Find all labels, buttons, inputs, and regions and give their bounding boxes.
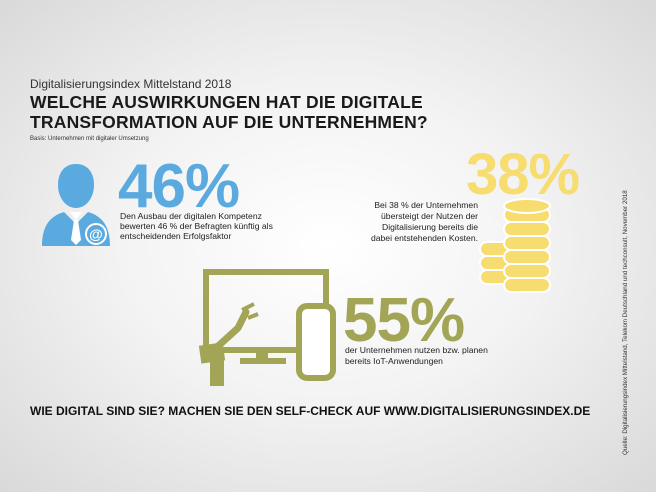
source-note: Quelle: Digitalisierungsindex Mittelstan…: [622, 190, 629, 455]
supertitle: Digitalisierungsindex Mittelstand 2018: [30, 77, 232, 91]
stat-value-38: 38%: [466, 142, 580, 207]
stat-text-46: Den Ausbau der digitalen Kompetenz bewer…: [120, 211, 273, 241]
stat-value-55: 55%: [343, 286, 465, 355]
page-title: WELCHE AUSWIRKUNGEN HAT DIE DIGITALE TRA…: [30, 92, 428, 132]
businessman-icon: @: [42, 164, 110, 246]
stat-text-55: der Unternehmen nutzen bzw. planen berei…: [345, 345, 488, 366]
iot-devices-icon: [198, 269, 336, 386]
coins-icon: [479, 198, 551, 293]
stat-text-38: Bei 38 % der Unternehmen übersteigt der …: [370, 200, 478, 243]
self-check-call-to-action: WIE DIGITAL SIND SIE? MACHEN SIE DEN SEL…: [30, 404, 591, 418]
stat-value-46: 46%: [118, 152, 240, 221]
basis-note: Basis: Unternehmen mit digitaler Umsetzu…: [30, 136, 149, 142]
svg-text:@: @: [89, 226, 103, 242]
